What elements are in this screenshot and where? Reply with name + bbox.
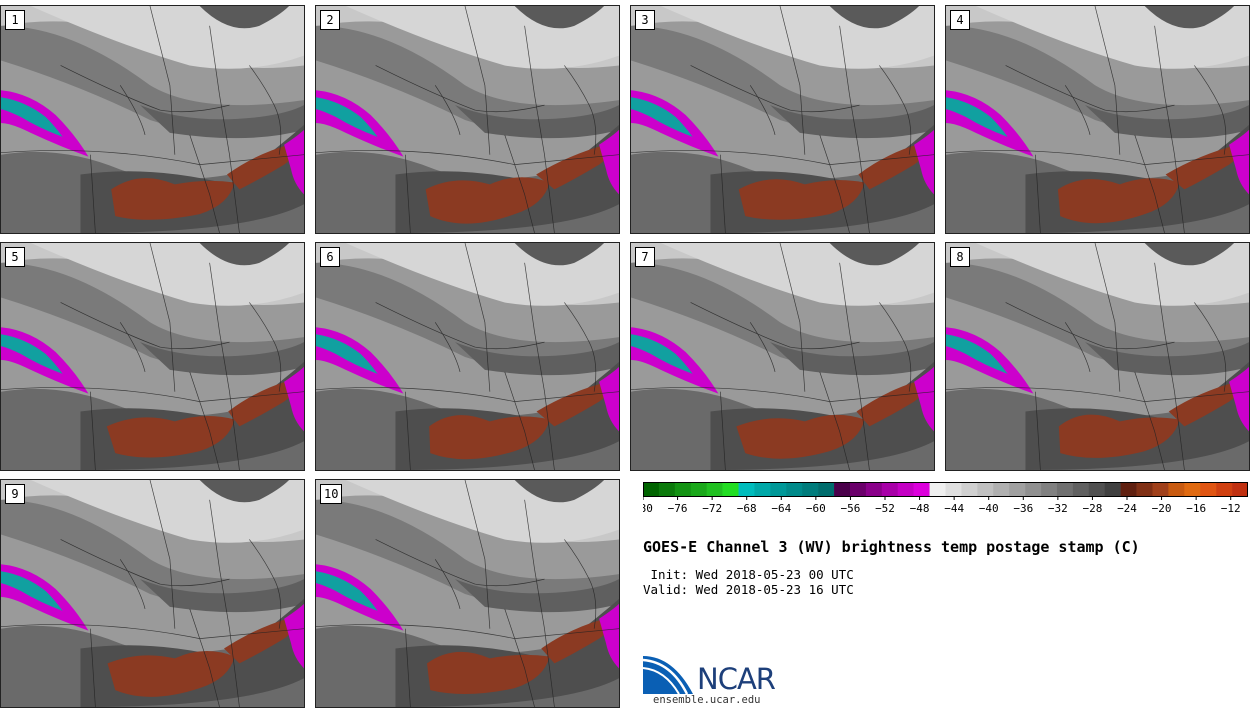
colorbar-swatch	[722, 482, 739, 496]
colorbar-swatch	[929, 482, 946, 496]
colorbar-swatch	[945, 482, 962, 496]
colorbar-tick-label: −16	[1186, 502, 1206, 515]
colorbar-tick-label: −44	[944, 502, 964, 515]
postage-stamp-panel: 3	[630, 5, 935, 234]
ncar-logo-icon	[643, 656, 693, 695]
colorbar-tick-label: −24	[1117, 502, 1137, 515]
member-number: 10	[320, 484, 343, 504]
colorbar-tick-label: −68	[737, 502, 757, 515]
colorbar-swatch	[977, 482, 994, 496]
colorbar-swatch	[1200, 482, 1217, 496]
colorbar-tick-label: −36	[1013, 502, 1033, 515]
colorbar-swatch	[961, 482, 978, 496]
colorbar-swatch	[1152, 482, 1169, 496]
member-number: 5	[5, 247, 25, 267]
postage-stamp-panel: 10	[315, 479, 620, 708]
colorbar-tick-label: −12	[1221, 502, 1241, 515]
member-number: 6	[320, 247, 340, 267]
colorbar-swatch	[993, 482, 1010, 496]
colorbar-swatch	[1009, 482, 1026, 496]
init-time: Init: Wed 2018-05-23 00 UTC	[643, 567, 854, 582]
colorbar-swatch	[1104, 482, 1121, 496]
ncar-logo-text: NCAR	[697, 662, 776, 696]
colorbar-swatch	[913, 482, 930, 496]
colorbar-tick-label: −56	[840, 502, 860, 515]
colorbar-swatch	[1216, 482, 1233, 496]
colorbar-tick-label: −76	[668, 502, 688, 515]
postage-stamp-panel: 4	[945, 5, 1250, 234]
colorbar-swatch	[1232, 482, 1248, 496]
source-url: ensemble.ucar.edu	[653, 694, 761, 706]
colorbar-tick-label: −28	[1082, 502, 1102, 515]
member-number: 4	[950, 10, 970, 30]
member-number: 2	[320, 10, 340, 30]
colorbar-swatch	[1025, 482, 1042, 496]
colorbar-tick-label: −40	[979, 502, 999, 515]
colorbar-tick-label: −48	[910, 502, 930, 515]
postage-stamp-panel: 7	[630, 242, 935, 471]
colorbar-swatch	[881, 482, 899, 496]
colorbar-swatch	[849, 482, 867, 496]
member-number: 8	[950, 247, 970, 267]
colorbar-swatch	[738, 482, 755, 496]
colorbar-swatch	[1072, 482, 1090, 496]
colorbar-tick-label: −72	[702, 502, 722, 515]
colorbar-swatch	[690, 482, 707, 496]
member-number: 7	[635, 247, 655, 267]
colorbar-tick-label: −20	[1152, 502, 1172, 515]
colorbar-tick-label: −64	[771, 502, 791, 515]
postage-stamp-panel: 1	[0, 5, 305, 234]
colorbar-swatch	[674, 482, 692, 496]
colorbar-swatch	[1041, 482, 1058, 496]
colorbar-swatch	[1184, 482, 1201, 496]
member-number: 1	[5, 10, 25, 30]
colorbar-swatch	[865, 482, 883, 496]
colorbar-swatch	[706, 482, 723, 496]
colorbar-swatch	[658, 482, 676, 496]
colorbar-swatch	[1136, 482, 1153, 496]
colorbar-tick-label: −32	[1048, 502, 1068, 515]
colorbar-swatch	[643, 482, 660, 496]
member-number: 3	[635, 10, 655, 30]
figure-title: GOES-E Channel 3 (WV) brightness temp po…	[643, 538, 1140, 556]
colorbar-swatch	[1168, 482, 1185, 496]
colorbar-swatch	[1120, 482, 1137, 496]
colorbar-swatch	[1056, 482, 1074, 496]
colorbar-swatch	[1088, 482, 1106, 496]
colorbar-swatch	[786, 482, 803, 496]
member-number: 9	[5, 484, 25, 504]
colorbar-swatch	[802, 482, 819, 496]
postage-stamp-panel: 8	[945, 242, 1250, 471]
postage-stamp-panel: 2	[315, 5, 620, 234]
valid-time: Valid: Wed 2018-05-23 16 UTC	[643, 582, 854, 597]
postage-stamp-panel: 5	[0, 242, 305, 471]
colorbar-tick-label: −60	[806, 502, 826, 515]
colorbar-swatch	[754, 482, 771, 496]
colorbar-swatch	[818, 482, 835, 496]
colorbar: −80 −76 −72 −68 −64 −60 −56 −52 −48 −44 −40 −36 −32 −…	[643, 482, 1248, 515]
colorbar-swatch	[897, 482, 914, 496]
colorbar-frame	[643, 482, 1248, 497]
postage-stamp-panel: 6	[315, 242, 620, 471]
postage-stamp-panel: 9	[0, 479, 305, 708]
colorbar-tick-label: −80	[643, 502, 653, 515]
colorbar-swatch	[770, 482, 787, 496]
colorbar-swatch	[834, 482, 851, 496]
colorbar-tick-label: −52	[875, 502, 895, 515]
